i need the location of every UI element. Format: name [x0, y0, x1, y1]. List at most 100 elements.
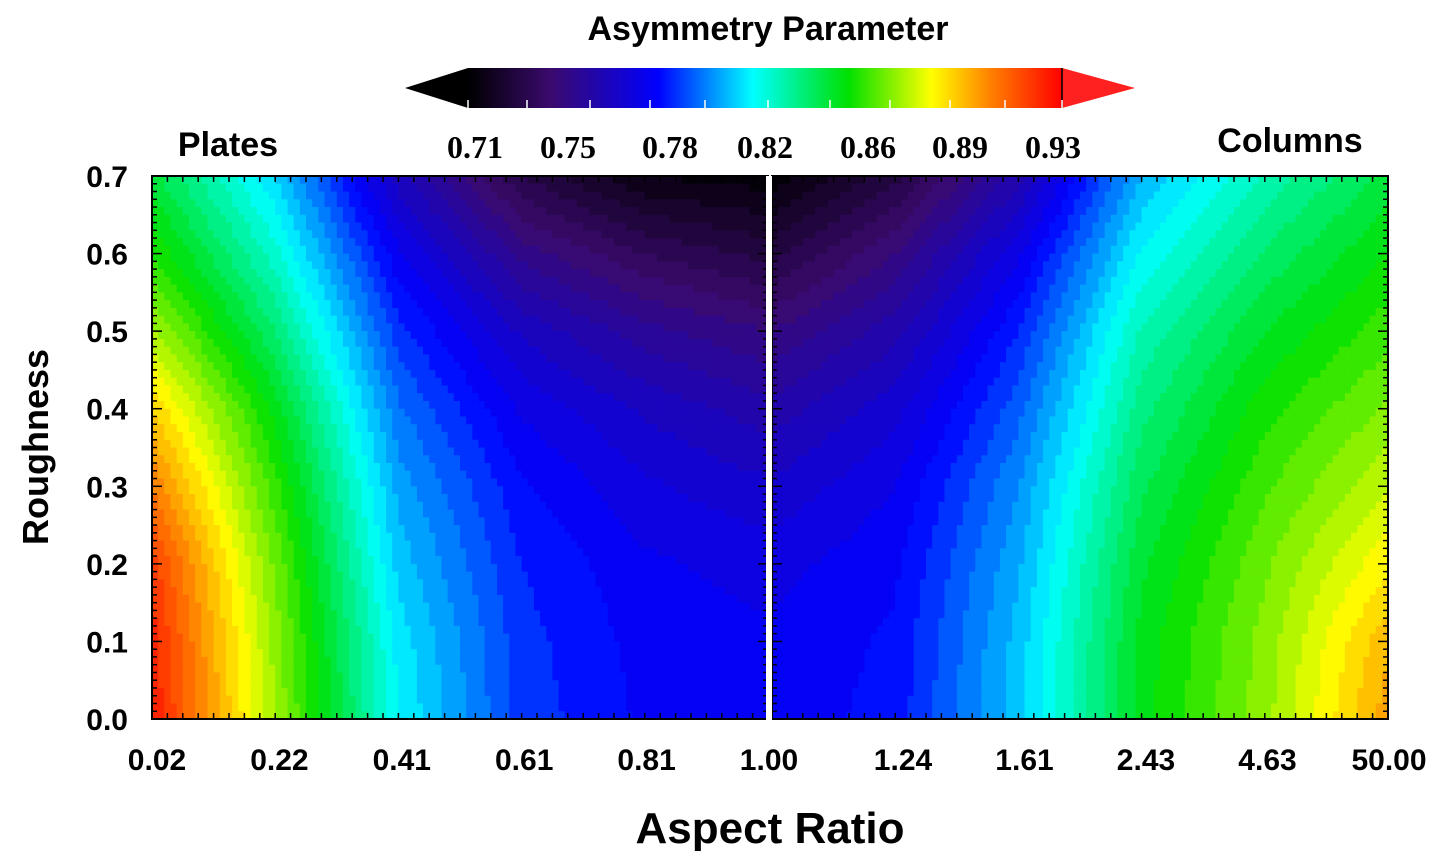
- heatmap-cell: [570, 525, 578, 534]
- heatmap-cell: [527, 400, 535, 410]
- heatmap-cell: [533, 548, 541, 557]
- heatmap-cell: [195, 292, 202, 301]
- heatmap-cell: [312, 424, 319, 433]
- heatmap-cell: [453, 362, 461, 371]
- heatmap-cell: [170, 439, 178, 449]
- heatmap-cell: [238, 323, 245, 332]
- heatmap-cell: [182, 424, 190, 433]
- heatmap-cell: [558, 400, 566, 410]
- heatmap-cell: [182, 501, 190, 511]
- heatmap-cell: [232, 517, 239, 526]
- heatmap-cell: [496, 338, 504, 348]
- heatmap-cell: [318, 400, 326, 410]
- heatmap-cell: [632, 501, 640, 511]
- heatmap-cell: [349, 222, 356, 231]
- heatmap-cell: [453, 439, 461, 449]
- heatmap-cell: [558, 222, 566, 231]
- heatmap-cell: [176, 191, 184, 200]
- heatmap-cell: [207, 253, 215, 262]
- heatmap-cell: [706, 532, 714, 542]
- heatmap-cell: [657, 377, 664, 387]
- heatmap-cell: [213, 253, 221, 262]
- heatmap-cell: [460, 540, 467, 549]
- heatmap-cell: [540, 525, 547, 534]
- heatmap-cell: [503, 315, 510, 324]
- heatmap-cell: [533, 284, 541, 293]
- heatmap-cell: [219, 261, 227, 270]
- heatmap-cell: [256, 377, 264, 387]
- heatmap-cell: [577, 478, 584, 487]
- heatmap-cell: [521, 245, 529, 255]
- heatmap-cell: [330, 214, 338, 224]
- heatmap-cell: [521, 315, 529, 324]
- heatmap-cell: [681, 292, 689, 301]
- heatmap-cell: [367, 548, 375, 557]
- heatmap-cell: [324, 486, 332, 495]
- heatmap-cell: [743, 447, 751, 456]
- heatmap-cell: [472, 494, 480, 503]
- heatmap-cell: [349, 331, 356, 340]
- heatmap-cell: [540, 385, 547, 394]
- heatmap-cell: [312, 517, 319, 526]
- heatmap-cell: [435, 416, 443, 425]
- heatmap-cell: [626, 532, 634, 542]
- heatmap-cell: [392, 501, 399, 511]
- heatmap-cell: [706, 400, 714, 410]
- heatmap-cell: [176, 245, 184, 255]
- heatmap-cell: [330, 331, 338, 340]
- heatmap-cell: [330, 501, 338, 511]
- heatmap-cell: [663, 253, 671, 262]
- heatmap-cell: [447, 470, 455, 480]
- heatmap-cell: [435, 191, 443, 200]
- heatmap-cell: [731, 261, 738, 270]
- heatmap-cell: [207, 292, 215, 301]
- heatmap-cell: [392, 230, 399, 239]
- heatmap-cell: [188, 400, 196, 410]
- heatmap-cell: [330, 400, 338, 410]
- heatmap-cell: [182, 439, 190, 449]
- heatmap-cell: [533, 431, 541, 441]
- heatmap-cell: [737, 494, 744, 503]
- heatmap-cell: [706, 315, 714, 324]
- heatmap-cell: [687, 191, 695, 200]
- heatmap-cell: [669, 338, 677, 348]
- heatmap-cell: [626, 276, 634, 286]
- heatmap-cell: [207, 494, 215, 503]
- heatmap-cell: [158, 362, 165, 371]
- heatmap-cell: [386, 362, 393, 371]
- heatmap-cell: [700, 276, 707, 286]
- heatmap-cell: [601, 455, 609, 464]
- heatmap-cell: [527, 439, 535, 449]
- heatmap-cell: [225, 385, 233, 394]
- heatmap-cell: [638, 532, 646, 542]
- heatmap-cell: [663, 207, 671, 216]
- heatmap-cell: [392, 494, 399, 503]
- heatmap-cell: [533, 245, 541, 255]
- heatmap-cell: [213, 331, 221, 340]
- heatmap-cell: [460, 532, 467, 542]
- heatmap-cell: [355, 245, 363, 255]
- heatmap-cell: [614, 261, 621, 270]
- heatmap-cell: [170, 222, 178, 231]
- heatmap-cell: [429, 284, 436, 293]
- heatmap-cell: [466, 439, 473, 449]
- heatmap-cell: [743, 416, 751, 425]
- heatmap-cell: [244, 199, 252, 208]
- heatmap-cell: [349, 540, 356, 549]
- heatmap-cell: [336, 408, 344, 418]
- heatmap-cell: [503, 300, 510, 309]
- heatmap-cell: [318, 300, 326, 309]
- heatmap-cell: [429, 369, 436, 379]
- heatmap-cell: [749, 191, 757, 200]
- heatmap-cell: [453, 525, 461, 534]
- heatmap-cell: [626, 245, 634, 255]
- heatmap-cell: [158, 315, 165, 324]
- heatmap-cell: [392, 385, 399, 394]
- heatmap-cell: [632, 338, 640, 348]
- heatmap-cell: [158, 284, 165, 293]
- heatmap-cell: [657, 284, 664, 293]
- heatmap-cell: [416, 416, 424, 425]
- heatmap-cell: [299, 245, 307, 255]
- heatmap-cell: [349, 276, 356, 286]
- heatmap-cell: [694, 176, 701, 185]
